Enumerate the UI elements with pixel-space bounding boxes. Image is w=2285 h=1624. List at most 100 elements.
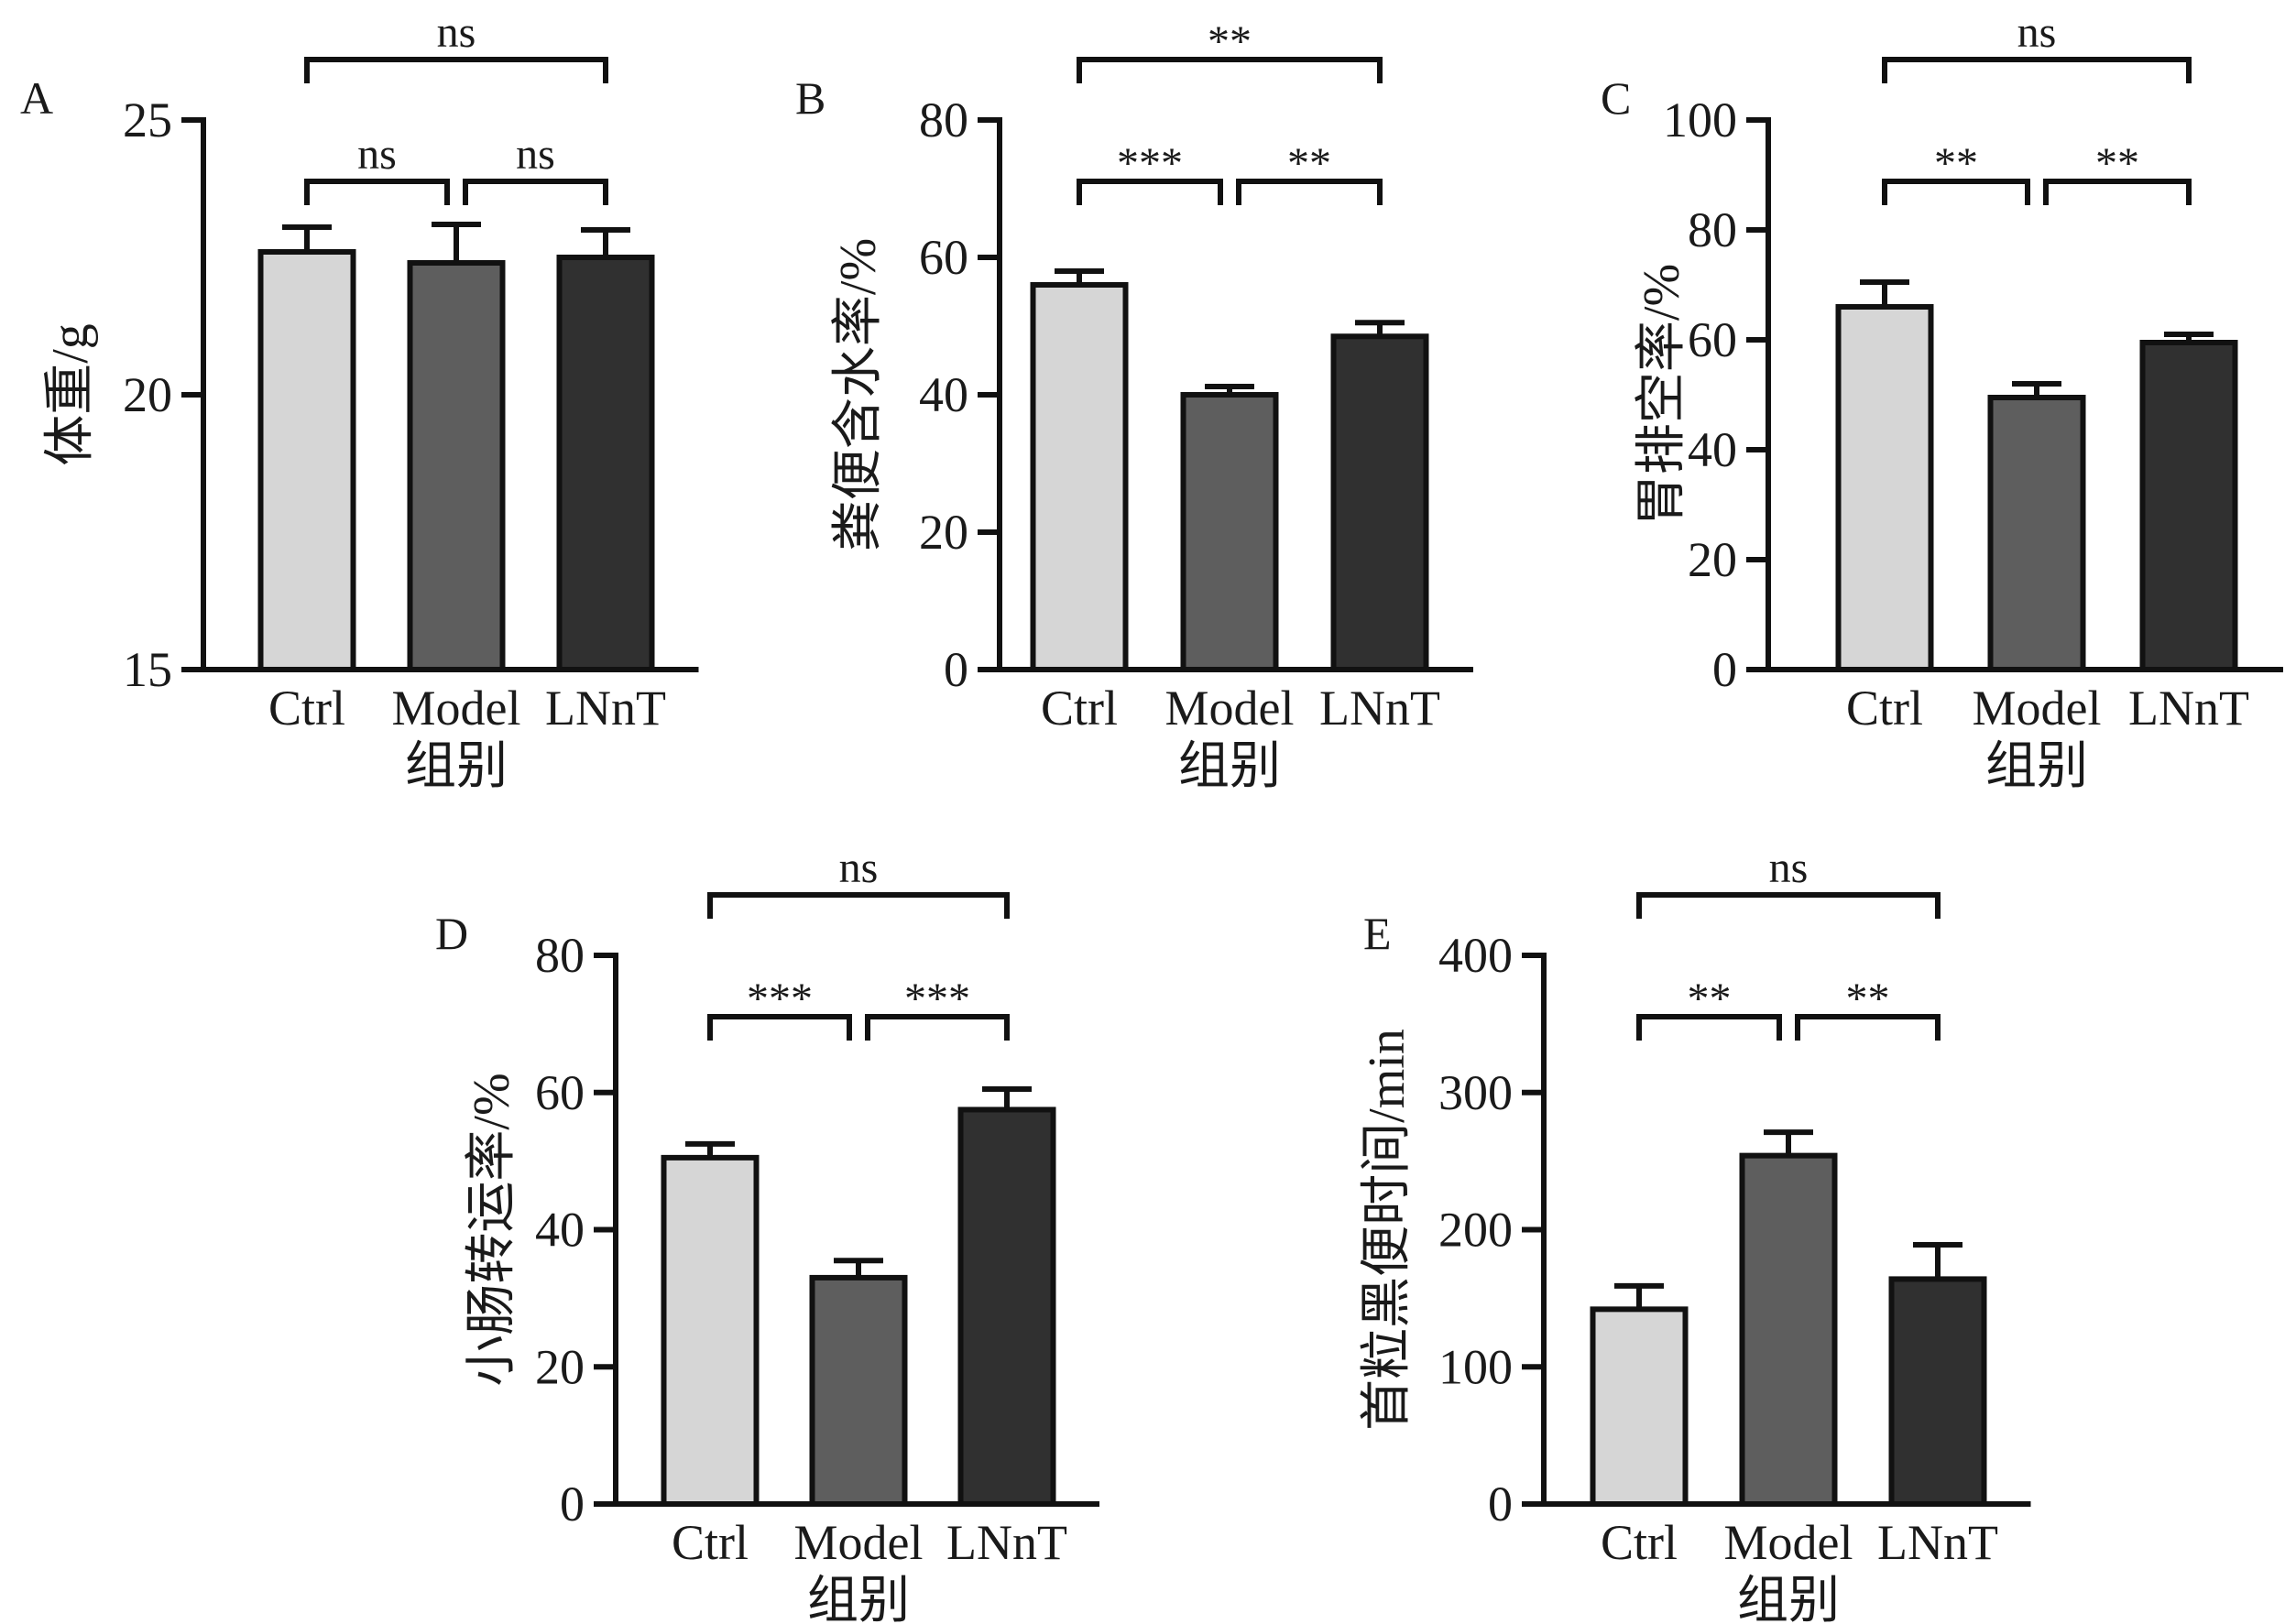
panel-d-bar-lnnt <box>957 1106 1056 1507</box>
panel-a-x-axis-title: 组别 <box>405 738 508 795</box>
panel-b-y-tick-label: 20 <box>919 505 968 560</box>
panel-b-y-tick-label: 80 <box>919 93 968 147</box>
panel-a-y-tick-label: 15 <box>123 642 172 697</box>
panel-b-significance-label: ** <box>1287 139 1331 188</box>
panel-a-significance-bracket <box>304 57 608 83</box>
panel-e-bar-lnnt <box>1888 1276 1987 1508</box>
panel-b-x-tick-label: Model <box>1165 681 1295 736</box>
panel-e: E 0 100 200 300 400 Ctrl Model LNnT 组别 首粒黑便时间/min *… <box>1359 844 2031 1624</box>
panel-d-y-tick-label: 20 <box>535 1339 585 1394</box>
panel-d-x-tick-label: Model <box>794 1515 924 1570</box>
panel-b-significance-label: *** <box>1117 139 1183 188</box>
panel-c-bar-ctrl <box>1835 304 1934 672</box>
panel-b-bar-lnnt <box>1330 333 1429 672</box>
panel-d-significance-label: ns <box>839 844 879 892</box>
panel-b-bar-model <box>1180 392 1279 672</box>
panel-a: A 15 20 25 Ctrl Model LNnT 组别 体重/g ns ns ns <box>20 8 699 795</box>
panel-a-significance-label: ns <box>516 130 555 179</box>
panel-d-bar-model <box>809 1274 908 1507</box>
panel-c-letter: C <box>1601 72 1631 124</box>
panel-c-x-tick-label: LNnT <box>2128 681 2249 736</box>
panel-d-y-tick-label: 80 <box>535 928 585 983</box>
panel-d-y-tick-label: 60 <box>535 1065 585 1120</box>
panel-c-y-tick-label: 0 <box>1712 642 1737 697</box>
panel-b-bar-ctrl <box>1030 282 1129 672</box>
panel-e-y-tick-label: 400 <box>1438 928 1513 983</box>
panel-a-x-tick-label: Model <box>392 681 521 736</box>
panel-d-significance-label: *** <box>904 975 970 1023</box>
panel-b-significance-bracket <box>1077 57 1383 83</box>
panel-e-x-axis-title: 组别 <box>1737 1573 1840 1624</box>
panel-e-significance-bracket <box>1795 1014 1941 1041</box>
panel-b-y-tick-label: 0 <box>944 642 968 697</box>
panel-b-significance-bracket <box>1077 179 1223 205</box>
panel-b-x-axis-title: 组别 <box>1178 738 1281 795</box>
panel-d-letter: D <box>435 908 468 959</box>
panel-e-x-tick-label: LNnT <box>1877 1515 1998 1570</box>
panel-a-bar-ctrl <box>257 249 356 672</box>
panel-b-y-axis-title: 粪便含水率/% <box>830 238 887 551</box>
panel-a-y-axis-title: 体重/g <box>42 323 99 466</box>
panel-d-y-tick-label: 40 <box>535 1203 585 1258</box>
panel-c-y-tick-label: 60 <box>1688 312 1737 367</box>
panel-c-significance-bracket <box>2043 179 2192 205</box>
panel-c-y-tick-label: 80 <box>1688 202 1737 257</box>
panel-d-significance-bracket <box>707 1014 852 1041</box>
panel-c-x-axis-title: 组别 <box>1985 738 2088 795</box>
panel-c-x-tick-label: Ctrl <box>1846 681 1923 736</box>
panel-d-significance-label: *** <box>747 975 813 1023</box>
panel-c-significance-bracket <box>1882 179 2030 205</box>
panel-a-x-tick-label: LNnT <box>545 681 666 736</box>
panel-c-bar-lnnt <box>2139 340 2238 672</box>
panel-e-significance-label: ns <box>1769 844 1809 892</box>
panel-a-significance-bracket <box>304 179 450 205</box>
panel-a-y-tick-label: 20 <box>123 367 172 422</box>
panel-c-significance-label: ** <box>2095 139 2139 188</box>
panel-b-y-tick-label: 60 <box>919 230 968 285</box>
panel-c: C 0 20 40 60 80 100 Ctrl Model LNnT 组别 胃排空率/% ** ** ns <box>1601 8 2283 795</box>
panel-c-y-tick-label: 40 <box>1688 422 1737 477</box>
panel-c-y-tick-label: 20 <box>1688 532 1737 587</box>
panel-e-y-axis-title: 首粒黑便时间/min <box>1359 1029 1416 1431</box>
panel-a-x-tick-label: Ctrl <box>268 681 345 736</box>
panel-d-bar-ctrl <box>661 1154 760 1507</box>
panel-d-x-tick-label: Ctrl <box>672 1515 749 1570</box>
panel-d-x-tick-label: LNnT <box>946 1515 1067 1570</box>
panel-a-y-tick-label: 25 <box>123 93 172 147</box>
panel-c-y-axis-title: 胃排空率/% <box>1634 264 1690 526</box>
panel-c-significance-label: ns <box>2017 8 2057 57</box>
panel-a-letter: A <box>20 72 53 124</box>
panel-c-y-tick-label: 100 <box>1663 93 1737 147</box>
panel-d-significance-bracket <box>707 892 1010 919</box>
panel-d-significance-bracket <box>865 1014 1010 1041</box>
panel-a-significance-label: ns <box>357 130 397 179</box>
panel-b-significance-label: ** <box>1208 17 1252 66</box>
panel-e-x-tick-label: Ctrl <box>1601 1515 1678 1570</box>
panel-c-bar-model <box>1987 395 2086 672</box>
panel-d-x-axis-title: 组别 <box>807 1573 910 1624</box>
panel-e-significance-label: ** <box>1688 975 1732 1023</box>
panel-e-letter: E <box>1363 908 1392 959</box>
panel-e-x-tick-label: Model <box>1724 1515 1853 1570</box>
panel-a-significance-label: ns <box>437 8 476 57</box>
panel-d: D 0 20 40 60 80 Ctrl Model LNnT 组别 小肠转运率/% *** *** ns <box>435 844 1099 1624</box>
panel-b-x-tick-label: LNnT <box>1319 681 1440 736</box>
panel-e-y-tick-label: 0 <box>1488 1477 1513 1531</box>
panel-e-significance-label: ** <box>1846 975 1890 1023</box>
panel-b-significance-bracket <box>1236 179 1383 205</box>
panel-d-y-axis-title: 小肠转运率/% <box>464 1073 520 1386</box>
panel-e-significance-bracket <box>1636 1014 1782 1041</box>
panel-a-bar-model <box>407 260 506 672</box>
panel-e-significance-bracket <box>1636 892 1941 919</box>
panel-c-significance-bracket <box>1882 57 2192 83</box>
panel-a-bar-lnnt <box>556 255 655 672</box>
panel-b-x-tick-label: Ctrl <box>1041 681 1118 736</box>
panel-e-bar-model <box>1739 1152 1838 1507</box>
panel-d-y-tick-label: 0 <box>560 1477 585 1531</box>
panel-c-significance-label: ** <box>1934 139 1978 188</box>
panel-a-significance-bracket <box>463 179 608 205</box>
panel-b-letter: B <box>795 72 825 124</box>
panel-e-y-tick-label: 100 <box>1438 1339 1513 1394</box>
